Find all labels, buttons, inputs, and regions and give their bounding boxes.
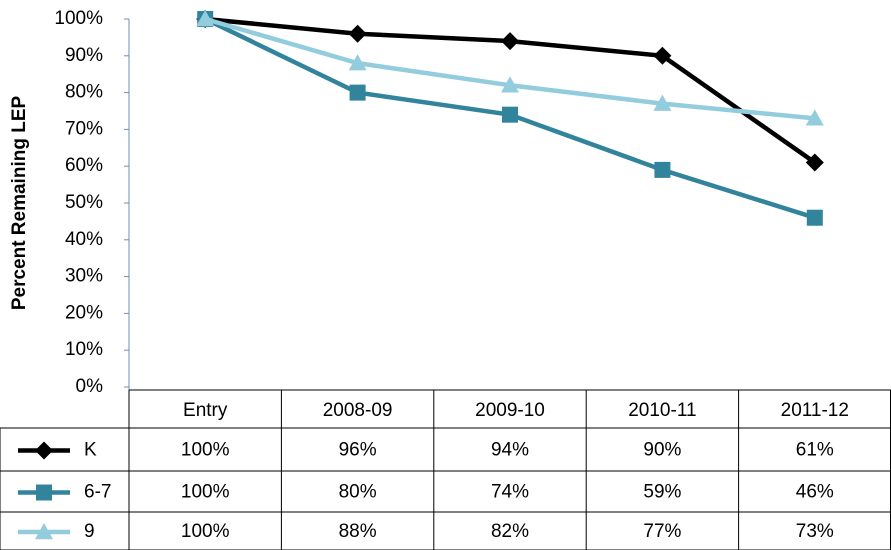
table-value: 46% xyxy=(796,482,834,503)
y-tick-label: 30% xyxy=(65,266,103,287)
y-axis-title: Percent Remaining LEP xyxy=(9,96,30,311)
point xyxy=(654,161,671,178)
table-value: 77% xyxy=(643,521,681,542)
point xyxy=(348,24,367,43)
point xyxy=(806,209,823,226)
table-value: 88% xyxy=(339,521,377,542)
point xyxy=(35,441,53,460)
table-value: 59% xyxy=(643,482,681,503)
table-value: 73% xyxy=(796,521,834,542)
point xyxy=(35,523,53,540)
point xyxy=(501,32,519,51)
table-value: 80% xyxy=(339,482,377,503)
y-tick-label: 70% xyxy=(65,118,103,139)
y-tick-label: 10% xyxy=(65,339,103,360)
x-tick-label: Entry xyxy=(183,400,228,421)
point xyxy=(349,84,366,101)
y-tick-label: 90% xyxy=(65,45,103,66)
x-tick-label: 2011-12 xyxy=(781,400,849,421)
point xyxy=(196,10,215,27)
point xyxy=(36,484,52,501)
table-value: 100% xyxy=(181,521,230,542)
y-tick-label: 80% xyxy=(65,82,103,103)
table-value: 90% xyxy=(643,440,681,461)
point xyxy=(805,109,824,126)
point xyxy=(348,54,367,71)
table-value: 100% xyxy=(181,482,230,503)
point xyxy=(805,153,824,172)
point xyxy=(653,46,672,65)
point xyxy=(653,94,672,111)
y-tick-label: 50% xyxy=(65,192,103,213)
x-tick-label: 2010-11 xyxy=(628,400,696,421)
x-tick-label: 2008-09 xyxy=(323,400,393,421)
y-tick-label: 0% xyxy=(76,376,104,397)
table-value: 96% xyxy=(339,440,377,461)
x-tick-label: 2009-10 xyxy=(475,400,545,421)
y-tick-label: 20% xyxy=(65,302,103,323)
table-value: 82% xyxy=(491,521,529,542)
legend-label: 6-7 xyxy=(84,482,111,503)
point xyxy=(502,106,518,123)
y-tick-label: 40% xyxy=(65,229,103,250)
legend-label: K xyxy=(84,440,97,461)
table-value: 94% xyxy=(491,440,529,461)
point xyxy=(501,76,519,93)
y-tick-label: 100% xyxy=(54,8,103,29)
legend-label: 9 xyxy=(84,521,95,542)
table-value: 100% xyxy=(181,440,230,461)
table-value: 61% xyxy=(796,440,834,461)
table-value: 74% xyxy=(491,482,529,503)
y-tick-label: 60% xyxy=(65,155,103,176)
